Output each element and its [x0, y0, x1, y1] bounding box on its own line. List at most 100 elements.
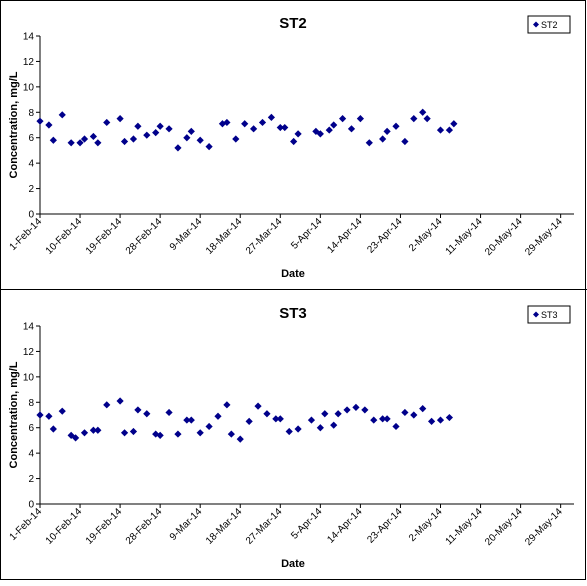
- data-point: [428, 417, 436, 425]
- legend-marker: [533, 21, 539, 28]
- data-point: [223, 401, 231, 409]
- x-tick-label: 19-Feb-14: [84, 216, 125, 257]
- data-point: [450, 120, 458, 128]
- data-point: [365, 139, 373, 147]
- y-tick-label: 4: [28, 159, 34, 170]
- data-point: [401, 137, 409, 146]
- data-point: [347, 125, 356, 133]
- x-tick-label: 20-May-14: [483, 216, 525, 258]
- data-point: [174, 144, 182, 152]
- data-point: [49, 136, 57, 144]
- data-point: [419, 108, 427, 116]
- data-point: [134, 406, 142, 414]
- y-axis-label: Concentration, mg/L: [8, 361, 20, 468]
- data-point: [94, 139, 102, 147]
- data-point: [103, 118, 111, 127]
- data-point: [196, 136, 204, 144]
- data-point: [196, 429, 204, 437]
- chart-panel-st2: ST2 0 2 4 6 8 10 12 14 1-Feb-14 10-Feb-14 19-Feb-14…: [0, 0, 587, 290]
- data-point: [129, 427, 138, 436]
- data-point: [49, 425, 57, 433]
- data-point: [352, 403, 360, 411]
- data-point: [258, 118, 267, 127]
- data-point: [152, 129, 160, 137]
- data-point: [276, 123, 284, 132]
- x-tick-label: 27-Mar-14: [244, 216, 285, 257]
- x-tick-label: 1-Feb-14: [8, 506, 45, 543]
- data-point: [183, 134, 191, 142]
- data-point: [361, 406, 369, 414]
- data-point: [58, 407, 66, 415]
- legend-box: [527, 15, 571, 34]
- y-tick-label: 4: [28, 449, 34, 460]
- x-tick-label: 14-Apr-14: [325, 216, 365, 256]
- data-point: [214, 412, 222, 420]
- x-axis-label: Date: [281, 268, 305, 280]
- data-point: [267, 113, 275, 121]
- data-point: [290, 137, 298, 146]
- legend: ST2: [527, 15, 571, 34]
- data-point: [392, 122, 400, 130]
- y-tick-label: 6: [28, 423, 34, 434]
- chart-panel-st3: ST3 0 2 4 6 8 10 12 14 1-Feb-14 10-Feb-14 19-Feb-14…: [0, 290, 587, 581]
- data-point: [129, 135, 138, 143]
- data-point: [436, 416, 445, 424]
- y-tick-label: 0: [28, 210, 34, 221]
- y-tick-label: 12: [23, 347, 35, 358]
- data-point: [45, 121, 53, 129]
- x-tick-label: 10-Feb-14: [44, 216, 85, 257]
- data-point: [36, 117, 44, 125]
- y-tick-label: 2: [28, 184, 34, 195]
- data-point: [423, 115, 431, 123]
- data-point: [316, 424, 324, 432]
- y-tick-label: 0: [28, 500, 34, 511]
- x-tick-label: 9-Mar-14: [168, 506, 205, 543]
- data-point: [294, 425, 302, 433]
- data-point: [285, 427, 293, 436]
- data-point: [94, 426, 102, 434]
- x-tick-label: 20-May-14: [483, 506, 525, 548]
- data-point: [392, 422, 400, 431]
- x-tick-label: 18-Mar-14: [204, 506, 245, 547]
- data-point: [205, 143, 213, 151]
- x-tick-label: 5-Apr-14: [289, 506, 325, 542]
- x-tick-label: 11-May-14: [444, 216, 485, 257]
- data-point: [281, 123, 289, 132]
- x-tick-label: 29-May-14: [523, 216, 565, 258]
- x-tick-label: 2-May-14: [407, 216, 445, 254]
- data-point: [143, 410, 151, 418]
- x-tick-label: 27-Mar-14: [244, 506, 285, 547]
- x-tick-label: 28-Feb-14: [124, 506, 165, 547]
- y-tick-label: 6: [28, 133, 34, 144]
- legend-label: ST3: [541, 310, 558, 320]
- data-point: [89, 132, 97, 141]
- data-point: [80, 135, 89, 143]
- legend: ST3: [527, 305, 571, 324]
- data-point: [294, 130, 302, 138]
- x-tick-label: 5-Apr-14: [289, 216, 325, 252]
- data-point: [241, 120, 249, 128]
- data-point: [325, 126, 333, 134]
- data-point: [436, 126, 445, 134]
- data-point: [307, 416, 316, 424]
- y-tick-label: 14: [23, 322, 35, 333]
- data-point: [379, 415, 387, 423]
- chart-title: ST3: [279, 305, 307, 322]
- chart-title: ST2: [279, 15, 307, 32]
- data-point: [45, 412, 53, 420]
- data-point: [134, 122, 142, 130]
- x-axis-label: Date: [281, 558, 305, 570]
- panel-divider: [0, 289, 587, 290]
- chart-st2: ST2 0 2 4 6 8 10 12 14 1-Feb-14 10-Feb-14 19-Feb-14…: [8, 15, 574, 280]
- data-point: [245, 417, 253, 425]
- data-point: [36, 411, 44, 419]
- data-point: [263, 410, 271, 418]
- data-point: [379, 135, 387, 143]
- data-point: [383, 127, 391, 135]
- data-point: [187, 127, 195, 135]
- data-point: [223, 118, 231, 127]
- data-point: [445, 126, 453, 134]
- y-tick-label: 8: [28, 398, 34, 409]
- x-tick-label: 11-May-14: [444, 506, 485, 547]
